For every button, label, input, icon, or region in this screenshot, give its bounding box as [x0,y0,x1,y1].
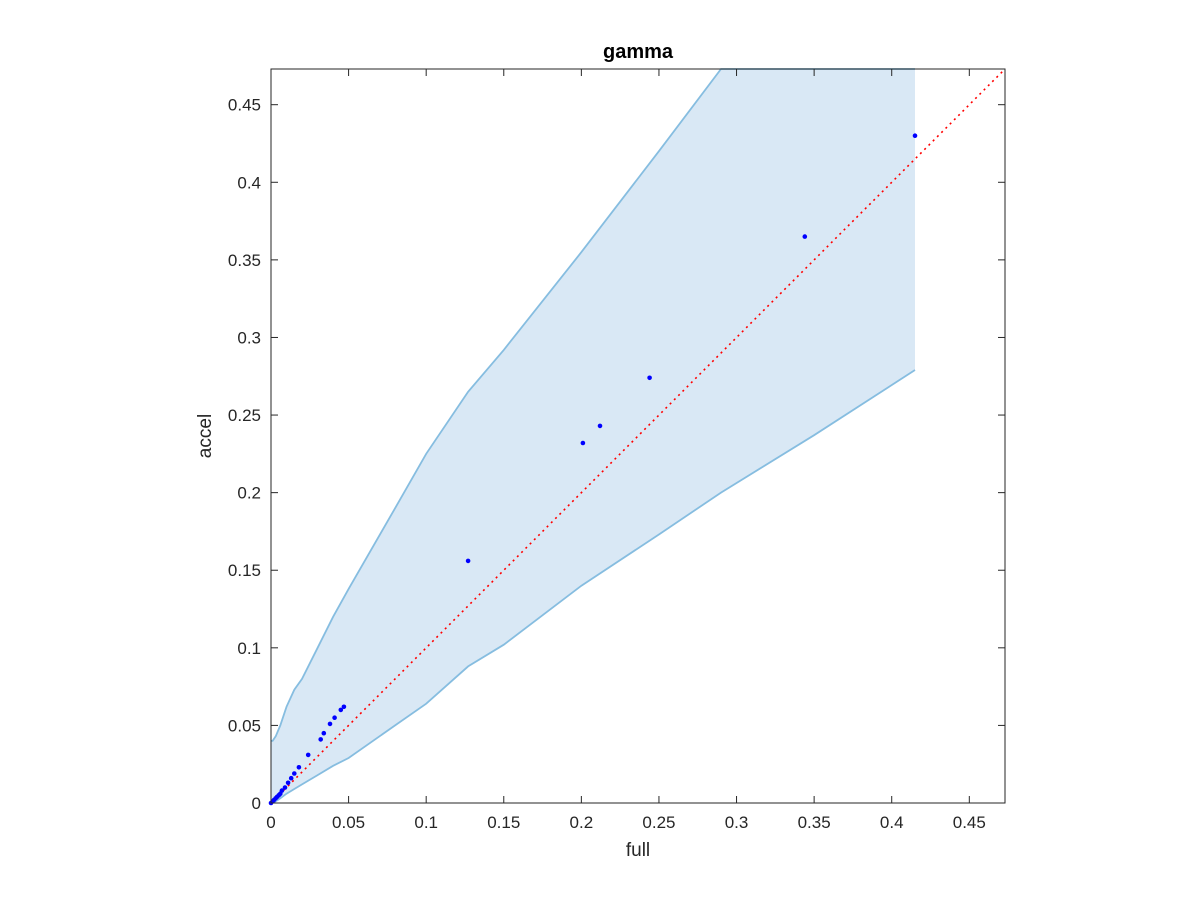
x-tick-label: 0.05 [332,813,365,832]
data-point [341,704,347,710]
band-upper-edge [271,68,915,742]
y-tick-label: 0.35 [228,251,261,270]
x-tick-label: 0.4 [880,813,904,832]
x-tick-label: 0.25 [642,813,675,832]
y-tick-label: 0.05 [228,716,261,735]
x-tick-label: 0.35 [798,813,831,832]
y-axis-label: accel [195,414,216,458]
plot-area [268,68,1006,806]
data-point [305,752,311,758]
x-tick-label: 0.45 [953,813,986,832]
y-tick-label: 0.45 [228,96,261,115]
data-point [292,771,297,776]
reference-line [270,68,1006,804]
chart-title: gamma [603,41,674,63]
x-tick-label: 0.1 [414,813,438,832]
y-tick-label: 0.2 [237,484,261,503]
y-tick-label: 0.3 [237,328,261,347]
axes-frame [270,68,1006,804]
data-point [647,375,652,381]
data-point [338,707,344,713]
data-point [580,440,586,446]
y-tick-label: 0.4 [237,173,261,192]
y-tick-label: 0 [252,794,261,813]
x-tick-label: 0.2 [570,813,594,832]
y-tick-label: 0.1 [237,639,261,658]
x-axis-label: full [626,840,650,861]
y-tick-label: 0.15 [228,561,261,580]
data-point [321,730,327,736]
confidence-band [271,69,915,803]
data-point [327,721,333,727]
data-point [465,558,471,564]
x-tick-label: 0.3 [725,813,749,832]
y-tick-label: 0.25 [228,406,261,425]
data-point [285,780,291,786]
data-point [282,785,288,790]
data-point [318,737,324,742]
data-point [296,765,302,770]
x-tick-label: 0.15 [487,813,520,832]
data-point [802,234,808,239]
ticks: 00 0.05 0.05 0.1 0.1 0.15 0.15 0.2 0.2 0.25 0.25 0.… [228,69,1005,832]
x-tick-label: 0 [266,813,275,832]
data-point [288,775,294,781]
data-point [912,133,918,138]
data-point [279,788,285,793]
data-point [332,715,337,720]
data-point [597,423,603,429]
band-lower-edge [271,369,916,804]
